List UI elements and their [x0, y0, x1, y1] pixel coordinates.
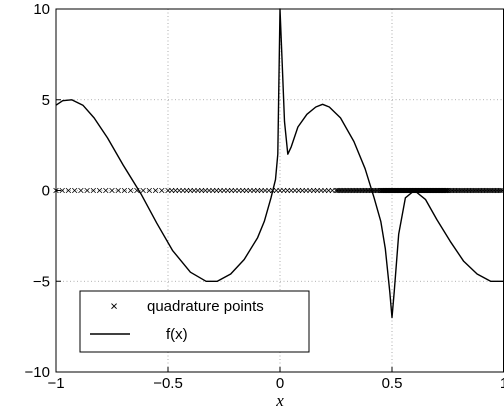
x-tick-labels: −1 −0.5 0 0.5 1 — [47, 367, 504, 392]
y-tick-label: −5 — [33, 273, 50, 290]
y-tick-label: −10 — [25, 364, 50, 381]
quadrature-point-marker — [90, 187, 97, 194]
quadrature-point-marker — [159, 187, 165, 194]
quadrature-point-marker — [109, 187, 115, 194]
quadrature-point-marker — [498, 187, 504, 194]
quadrature-point-marker — [140, 187, 146, 194]
legend-label-f-of-x: f(x) — [166, 326, 188, 343]
x-tick-label: 0.5 — [382, 375, 403, 392]
legend-marker-icon: × — [110, 299, 118, 314]
series-line-f-of-x — [55, 8, 504, 319]
quadrature-point-marker — [121, 187, 128, 194]
quadrature-point-marker — [152, 187, 159, 194]
quadrature-point-marker — [444, 187, 450, 194]
y-tick-label: 0 — [42, 183, 50, 200]
quadrature-point-marker — [115, 187, 121, 194]
x-tick-label: −1 — [47, 375, 64, 392]
quadrature-point-marker — [78, 187, 84, 194]
quadrature-points — [53, 187, 504, 194]
quadrature-point-marker — [71, 187, 78, 194]
quadrature-point-marker — [127, 187, 134, 194]
quadrature-point-marker — [146, 187, 153, 194]
y-tick-labels: −10 −5 0 5 10 — [25, 1, 61, 381]
legend: × quadrature points f(x) — [79, 290, 310, 353]
quadrature-point-marker — [65, 187, 72, 194]
quadrature-point-marker — [103, 187, 109, 194]
x-tick-label: −0.5 — [153, 375, 183, 392]
x-tick-label: 0 — [276, 375, 284, 392]
legend-label-quadrature-points: quadrature points — [147, 298, 264, 315]
x-axis-label: x — [275, 391, 284, 410]
quadrature-point-marker — [84, 187, 90, 194]
legend-box — [79, 290, 310, 353]
quadrature-point-marker — [443, 187, 449, 194]
y-tick-label: 10 — [33, 1, 50, 18]
x-tick-label: 1 — [500, 375, 504, 392]
quadrature-point-marker — [96, 187, 103, 194]
quadrature-point-marker — [59, 187, 65, 194]
y-tick-label: 5 — [42, 92, 50, 109]
quadrature-point-marker — [499, 187, 504, 194]
